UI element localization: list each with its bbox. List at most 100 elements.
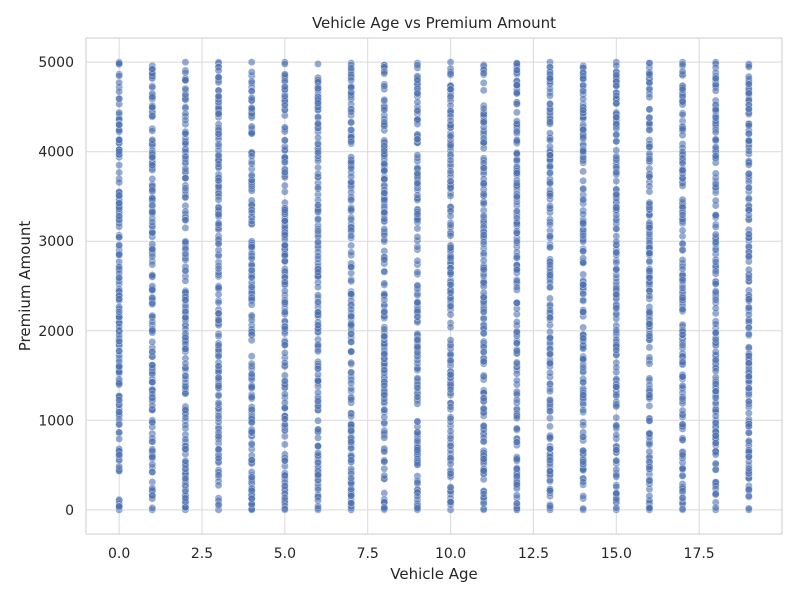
data-point [148, 504, 157, 512]
data-point [148, 136, 157, 144]
data-point [446, 231, 455, 240]
data-point [446, 212, 455, 220]
data-point [678, 341, 687, 350]
data-point [513, 283, 521, 292]
data-point [413, 298, 422, 307]
data-point [181, 372, 190, 381]
data-point [247, 152, 256, 161]
data-point [214, 362, 223, 370]
data-point [745, 323, 753, 332]
x-tick-label: 7.5 [357, 546, 379, 562]
data-point [413, 76, 422, 85]
data-point [579, 87, 587, 96]
data-point [678, 110, 687, 119]
data-point [314, 140, 322, 148]
data-point [281, 92, 289, 101]
data-point [745, 147, 753, 155]
data-point [181, 494, 190, 503]
data-point [247, 243, 256, 251]
data-point [678, 195, 687, 204]
data-point [347, 195, 355, 204]
data-point [678, 265, 687, 273]
data-point [148, 437, 157, 446]
data-point [612, 482, 621, 491]
data-point [247, 456, 256, 465]
data-point [513, 438, 521, 446]
data-point [115, 233, 123, 242]
data-point [711, 86, 720, 95]
data-point [347, 312, 355, 321]
data-point [711, 335, 720, 344]
data-point [115, 121, 123, 129]
data-point [513, 100, 521, 108]
data-point [214, 110, 223, 118]
data-point [148, 185, 157, 194]
data-point [281, 278, 289, 287]
data-point [513, 499, 521, 508]
data-point [711, 74, 720, 83]
data-point [745, 464, 753, 473]
data-point [347, 205, 355, 214]
data-point [645, 125, 654, 134]
data-point [181, 359, 190, 368]
data-point [513, 156, 521, 164]
data-point [247, 427, 256, 436]
data-point [612, 363, 621, 372]
data-point [214, 500, 223, 509]
data-point [314, 485, 322, 494]
data-point [479, 230, 488, 239]
data-point [479, 394, 488, 403]
data-point [711, 356, 720, 365]
data-point [181, 129, 190, 138]
data-point [446, 177, 455, 186]
data-point [645, 440, 654, 449]
data-point [546, 444, 554, 453]
data-point [546, 433, 554, 442]
data-point [678, 505, 687, 513]
data-point [645, 374, 654, 383]
data-point [148, 318, 157, 326]
data-point [181, 435, 190, 444]
data-point [413, 392, 422, 401]
data-point [579, 280, 587, 289]
data-point [347, 241, 355, 250]
data-point [115, 307, 123, 316]
data-point [380, 381, 389, 390]
data-point [612, 203, 621, 212]
data-point [678, 330, 687, 339]
data-point [546, 117, 554, 126]
data-point [413, 384, 422, 392]
data-point [446, 92, 455, 101]
data-point [347, 108, 355, 116]
data-point [314, 308, 322, 317]
data-point [645, 402, 654, 410]
data-point [711, 380, 720, 388]
data-point [579, 344, 587, 353]
data-point [612, 224, 621, 233]
data-point [612, 346, 621, 355]
data-point [314, 321, 322, 330]
data-point [678, 60, 687, 69]
y-tick-label: 3000 [38, 234, 74, 250]
data-point [380, 350, 389, 359]
data-point [347, 137, 355, 146]
data-point [281, 230, 289, 239]
data-point [115, 347, 123, 356]
data-point [380, 447, 389, 456]
data-point [214, 352, 223, 361]
data-point [579, 195, 587, 204]
data-point [579, 247, 587, 256]
data-point [479, 104, 488, 113]
data-point [148, 468, 157, 476]
data-point [513, 149, 521, 158]
data-point [546, 191, 554, 200]
data-point [678, 358, 687, 367]
data-point [380, 95, 389, 104]
data-point [181, 444, 190, 453]
data-point [711, 288, 720, 297]
data-point [115, 191, 123, 200]
data-point [380, 255, 389, 264]
data-point [115, 108, 123, 117]
data-point [247, 273, 256, 282]
data-point [413, 336, 422, 344]
